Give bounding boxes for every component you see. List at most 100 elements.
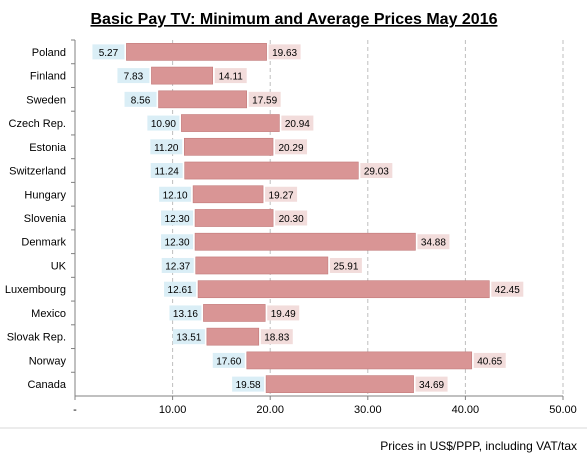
category-label: Czech Rep. xyxy=(9,118,66,130)
avg-data-label: 19.63 xyxy=(272,48,297,59)
category-label: Canada xyxy=(27,379,66,391)
min-data-label: 10.90 xyxy=(151,119,176,130)
min-label-box xyxy=(172,329,205,345)
avg-label-box xyxy=(281,115,314,131)
category-label: Poland xyxy=(32,47,66,59)
min-label-box xyxy=(150,163,183,179)
range-bar xyxy=(184,137,274,156)
range-bar xyxy=(151,66,214,85)
avg-data-label: 19.49 xyxy=(271,309,296,320)
category-label: Denmark xyxy=(21,237,66,249)
avg-data-label: 18.83 xyxy=(264,333,289,344)
category-label: Slovak Rep. xyxy=(7,332,66,344)
min-label-box xyxy=(161,234,194,250)
min-label-box xyxy=(159,186,192,202)
avg-label-box xyxy=(268,44,301,60)
min-data-label: 12.37 xyxy=(165,261,190,272)
min-data-label: 8.56 xyxy=(131,95,151,106)
min-data-label: 12.30 xyxy=(165,214,190,225)
category-label: UK xyxy=(51,260,67,272)
range-bar xyxy=(206,327,260,346)
avg-data-label: 25.91 xyxy=(333,261,358,272)
avg-data-label: 34.69 xyxy=(419,380,444,391)
category-label: Estonia xyxy=(29,142,67,154)
range-bar xyxy=(184,161,359,180)
avg-label-box xyxy=(275,139,308,155)
category-label: Luxembourg xyxy=(5,284,66,296)
min-data-label: 7.83 xyxy=(124,72,144,83)
min-label-box xyxy=(161,210,194,226)
avg-data-label: 20.29 xyxy=(279,143,304,154)
x-tick-label: 50.00 xyxy=(549,404,577,416)
avg-label-box xyxy=(417,234,450,250)
min-data-label: 11.24 xyxy=(155,167,180,178)
min-label-box xyxy=(117,68,150,84)
plot-area: - 10.00 20.00 30.00 40.00 50.00 Poland 5.27 19.6… xyxy=(0,39,587,429)
avg-label-box xyxy=(473,352,506,368)
range-bar xyxy=(181,114,280,132)
min-label-box xyxy=(212,352,245,368)
min-label-box xyxy=(150,139,183,155)
avg-label-box xyxy=(260,329,293,345)
range-bar xyxy=(192,185,264,204)
avg-data-label: 40.65 xyxy=(477,356,502,367)
min-label-box xyxy=(164,281,197,297)
category-label: Mexico xyxy=(31,308,66,320)
avg-data-label: 20.30 xyxy=(279,214,304,225)
category-label: Switzerland xyxy=(9,166,66,178)
range-bar xyxy=(246,351,473,370)
avg-label-box xyxy=(214,68,247,84)
x-tick-label: 30.00 xyxy=(354,404,382,416)
category-label: Sweden xyxy=(26,94,66,106)
avg-data-label: 29.03 xyxy=(364,167,389,178)
avg-data-label: 19.27 xyxy=(269,190,294,201)
avg-label-box xyxy=(265,186,298,202)
min-label-box xyxy=(124,91,157,107)
min-data-label: 19.58 xyxy=(236,380,261,391)
avg-data-label: 34.88 xyxy=(421,238,446,249)
range-bar xyxy=(194,209,274,227)
avg-label-box xyxy=(275,210,308,226)
avg-label-box xyxy=(267,305,300,321)
min-data-label: 11.20 xyxy=(154,143,179,154)
range-bar xyxy=(265,375,414,393)
min-label-box xyxy=(232,376,265,392)
avg-data-label: 20.94 xyxy=(285,119,310,130)
x-tick-label: - xyxy=(73,404,77,416)
category-label: Hungary xyxy=(24,189,66,201)
category-label: Norway xyxy=(29,355,67,367)
x-tick-label: 20.00 xyxy=(256,404,284,416)
avg-label-box xyxy=(329,257,362,273)
avg-data-label: 14.11 xyxy=(219,72,244,83)
min-data-label: 12.61 xyxy=(168,285,193,296)
range-bar xyxy=(203,304,266,322)
avg-data-label: 42.45 xyxy=(495,285,520,296)
chart-title: Basic Pay TV: Minimum and Average Prices… xyxy=(91,11,498,28)
min-data-label: 17.60 xyxy=(216,356,241,367)
range-bar xyxy=(126,43,267,61)
min-data-label: 12.10 xyxy=(163,190,188,201)
category-label: Finland xyxy=(30,71,66,83)
x-tick-label: 40.00 xyxy=(452,404,480,416)
range-bar xyxy=(158,90,247,109)
min-data-label: 13.16 xyxy=(173,309,198,320)
avg-label-box xyxy=(415,376,448,392)
min-label-box xyxy=(147,115,180,131)
min-label-box xyxy=(92,44,125,60)
min-label-box xyxy=(169,305,202,321)
avg-label-box xyxy=(248,91,281,107)
range-bar xyxy=(194,232,416,251)
avg-label-box xyxy=(360,163,393,179)
min-data-label: 12.30 xyxy=(165,238,190,249)
avg-label-box xyxy=(491,281,524,297)
x-tick-label: 10.00 xyxy=(159,404,187,416)
avg-data-label: 17.59 xyxy=(252,95,277,106)
min-data-label: 13.51 xyxy=(176,333,201,344)
min-label-box xyxy=(161,257,194,273)
min-data-label: 5.27 xyxy=(99,48,119,59)
range-bar xyxy=(195,256,329,275)
category-label: Slovenia xyxy=(24,213,67,225)
range-bar xyxy=(197,280,490,299)
x-axis-label: Prices in US$/PPP, including VAT/tax xyxy=(380,439,577,453)
